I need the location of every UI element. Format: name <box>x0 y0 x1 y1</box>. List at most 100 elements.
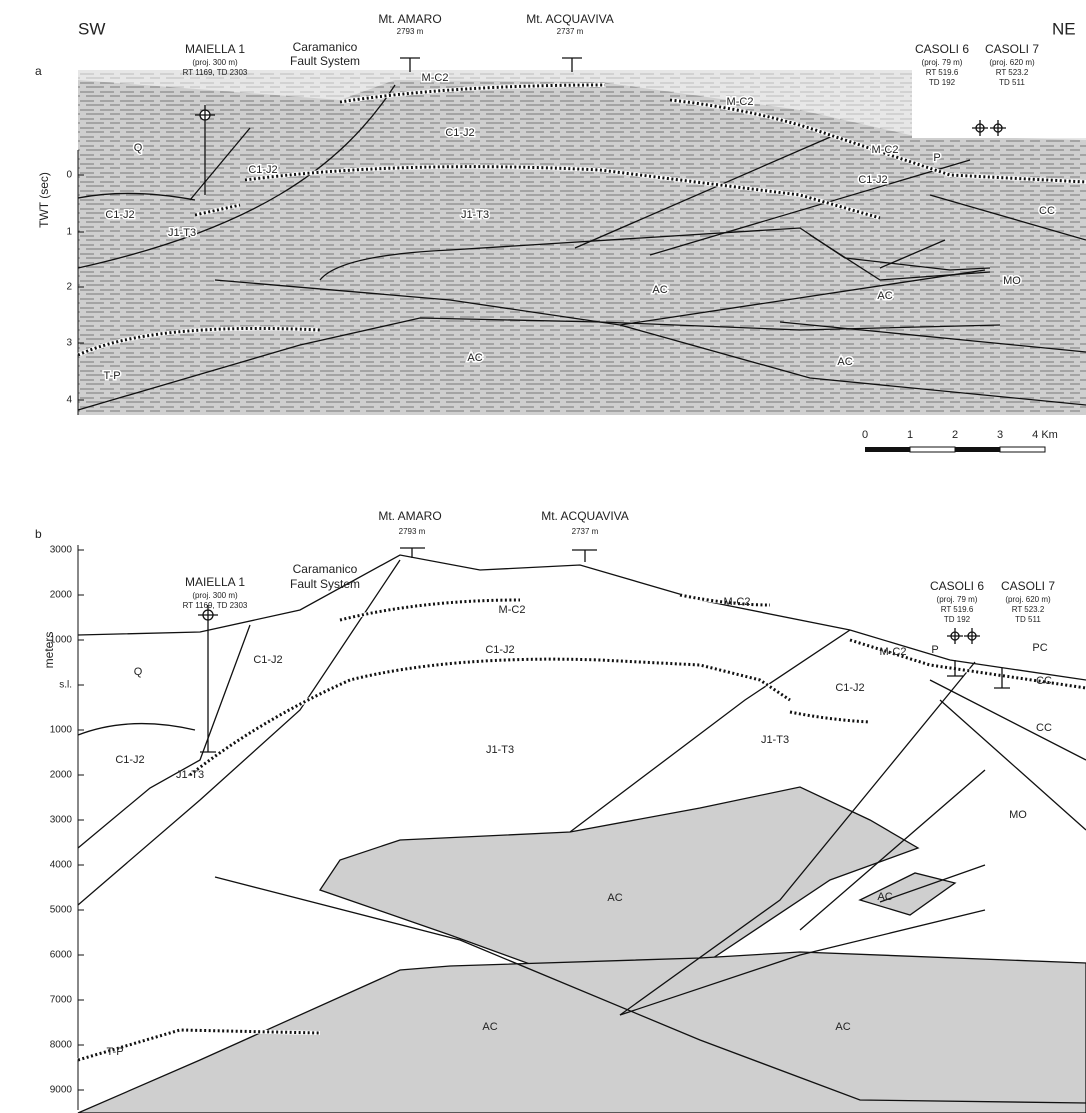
peak-elevation: 2793 m <box>397 27 424 36</box>
y-tick-label: 1000 <box>50 635 73 646</box>
y-tick-label: 0 <box>66 170 72 181</box>
y-tick-label: 1 <box>66 227 72 238</box>
y-axis-title: TWT (sec) <box>37 172 51 228</box>
well-info: TD 192 <box>929 78 956 87</box>
peak-elevation: 2737 m <box>572 527 599 536</box>
unit-label: AC <box>835 1021 850 1033</box>
peak-name: Mt. ACQUAVIVA <box>526 12 614 26</box>
unit-label: T-P <box>103 370 120 382</box>
y-tick-label: 6000 <box>50 950 73 961</box>
y-tick-label: 4 <box>66 395 72 406</box>
unit-label: J1-T3 <box>176 769 204 781</box>
well-info: RT 1169, TD 2303 <box>183 601 248 610</box>
unit-label: J1-T3 <box>761 734 789 746</box>
unit-label: M-C2 <box>499 604 526 616</box>
unit-label: P <box>931 644 938 656</box>
ne-label: NE <box>1052 19 1076 38</box>
unit-label: AC <box>482 1021 497 1033</box>
cross-sections: SW NE a TWT (sec) Mt. AMARO 2793 m Mt. A… <box>0 0 1086 1113</box>
unit-label: C1-J2 <box>445 127 474 139</box>
well-info: RT 523.2 <box>1012 605 1045 614</box>
y-tick-label: 7000 <box>50 995 73 1006</box>
ac-body <box>860 873 955 915</box>
scale-end: 4 Km <box>1032 429 1058 441</box>
y-tick-label: 9000 <box>50 1085 73 1096</box>
y-tick-label: 2000 <box>50 770 73 781</box>
unit-label: PC <box>1032 642 1047 654</box>
unit-label: AC <box>837 356 852 368</box>
peak-elevation: 2737 m <box>557 27 584 36</box>
unit-label: C1-J2 <box>858 174 887 186</box>
well-name: CASOLI 6 <box>930 579 984 593</box>
well-name: MAIELLA 1 <box>185 575 245 589</box>
well-name: MAIELLA 1 <box>185 42 245 56</box>
unit-label: AC <box>877 891 892 903</box>
y-tick-label: 3 <box>66 338 72 349</box>
unit-label: AC <box>652 284 667 296</box>
y-tick-label: 2000 <box>50 590 73 601</box>
fault-system: Caramanico <box>293 562 358 576</box>
panel-b: b meters Mt. AMARO 2793 m Mt. ACQUAVIVA … <box>35 509 1086 1113</box>
y-tick-label: 8000 <box>50 1040 73 1051</box>
well-info: (proj. 620 m) <box>989 58 1035 67</box>
unit-label: CC <box>1036 675 1052 687</box>
panel-label: b <box>35 527 42 541</box>
y-tick-label: 5000 <box>50 905 73 916</box>
unit-label: AC <box>467 352 482 364</box>
well-name: CASOLI 7 <box>1001 579 1055 593</box>
well-info: (proj. 300 m) <box>192 591 238 600</box>
unit-label: MO <box>1009 809 1027 821</box>
unit-label: M-C2 <box>880 646 907 658</box>
panel-label: a <box>35 64 42 78</box>
unit-label: AC <box>877 290 892 302</box>
y-tick-label: 2 <box>66 282 72 293</box>
ac-body <box>320 787 918 975</box>
scale-bar <box>865 447 1045 452</box>
unit-label: Q <box>134 142 143 154</box>
unit-label: CC <box>1036 722 1052 734</box>
unit-label: J1-T3 <box>461 209 489 221</box>
well-info: RT 1169, TD 2303 <box>183 68 248 77</box>
peak-elevation: 2793 m <box>399 527 426 536</box>
fault-system: Fault System <box>290 577 360 591</box>
well-info: TD 192 <box>944 615 971 624</box>
well-info: (proj. 79 m) <box>937 595 978 604</box>
unit-label: T-P <box>106 1046 123 1058</box>
unit-label: M-C2 <box>422 72 449 84</box>
y-tick-label: 3000 <box>50 545 73 556</box>
y-tick-label: s.l. <box>59 680 72 691</box>
unit-label: P <box>933 152 940 164</box>
scale-tick-label: 1 <box>907 429 913 441</box>
well-info: (proj. 620 m) <box>1005 595 1051 604</box>
well-name: CASOLI 7 <box>985 42 1039 56</box>
scale-tick-label: 3 <box>997 429 1003 441</box>
fault-system: Caramanico <box>293 40 358 54</box>
unit-label: M-C2 <box>724 596 751 608</box>
unit-label: C1-J2 <box>253 654 282 666</box>
well-info: (proj. 300 m) <box>192 58 238 67</box>
well-info: RT 519.6 <box>941 605 974 614</box>
unit-label: Q <box>134 666 143 678</box>
y-tick-label: 3000 <box>50 815 73 826</box>
scale-tick-label: 2 <box>952 429 958 441</box>
well-name: CASOLI 6 <box>915 42 969 56</box>
well-info: RT 519.6 <box>926 68 959 77</box>
unit-label: C1-J2 <box>115 754 144 766</box>
fault-system: Fault System <box>290 54 360 68</box>
well-info: (proj. 79 m) <box>922 58 963 67</box>
peak-name: Mt. AMARO <box>378 12 441 26</box>
unit-label: C1-J2 <box>248 164 277 176</box>
scale-tick-label: 0 <box>862 429 868 441</box>
unit-label: C1-J2 <box>835 682 864 694</box>
unit-label: AC <box>607 892 622 904</box>
unit-label: MO <box>1003 275 1021 287</box>
peak-name: Mt. AMARO <box>378 509 441 523</box>
unit-label: J1-T3 <box>486 744 514 756</box>
y-tick-label: 4000 <box>50 860 73 871</box>
well-info: TD 511 <box>1015 615 1041 624</box>
unit-label: C1-J2 <box>105 209 134 221</box>
y-tick-label: 1000 <box>50 725 73 736</box>
unit-label: C1-J2 <box>485 644 514 656</box>
unit-label: M-C2 <box>727 96 754 108</box>
well-info: RT 523.2 <box>996 68 1029 77</box>
